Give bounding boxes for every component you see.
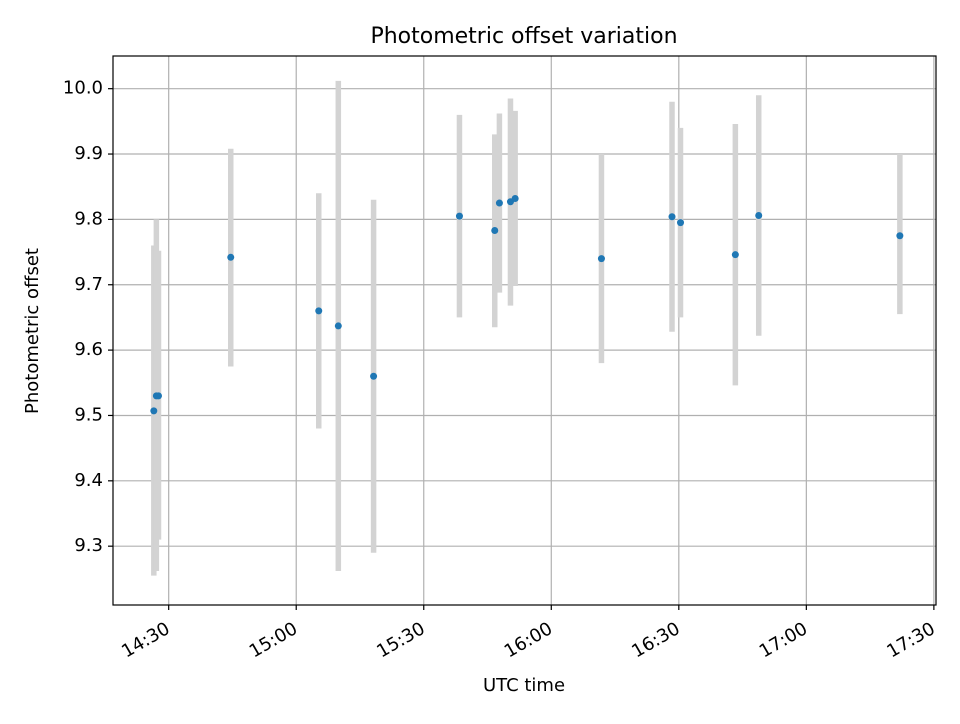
y-tick-label: 10.0: [63, 78, 103, 99]
axes-frame: [112, 55, 937, 606]
y-tick-label: 9.3: [74, 535, 103, 556]
x-tick-label: 16:00: [501, 618, 556, 662]
x-tick-label: 14:30: [118, 618, 173, 662]
x-tick-label: 15:30: [373, 618, 428, 662]
grid-lines: [113, 56, 936, 605]
y-tick-label: 9.7: [74, 274, 103, 295]
y-tick-label: 9.9: [74, 143, 103, 164]
data-point: [896, 232, 904, 240]
data-point: [511, 194, 519, 202]
x-axis-label: UTC time: [483, 675, 565, 696]
data-point: [491, 227, 499, 235]
data-point: [227, 253, 235, 261]
data-point: [334, 322, 342, 330]
data-point: [370, 372, 378, 380]
data-point: [668, 213, 676, 221]
y-tick-label: 9.5: [74, 404, 103, 425]
y-tick-label: 9.8: [74, 208, 103, 229]
x-tick-label: 17:30: [883, 618, 938, 662]
data-point: [154, 392, 162, 400]
error-bars: [151, 80, 903, 576]
data-point: [455, 212, 463, 220]
data-point: [150, 407, 158, 415]
x-tick-label: 16:30: [628, 618, 683, 662]
x-axis-ticks: 14:30 15:00 15:30 16:00 16:30 17:00 17:30: [118, 605, 939, 662]
x-tick-label: 17:00: [756, 618, 811, 662]
data-point: [755, 211, 763, 219]
x-tick-label: 15:00: [246, 618, 301, 662]
data-point: [677, 219, 685, 227]
data-point: [315, 307, 323, 315]
data-point: [731, 251, 739, 259]
data-points: [150, 194, 904, 415]
data-point: [495, 199, 503, 207]
y-axis-ticks: 9.3 9.4 9.5 9.6 9.7 9.8 9.9 10.0: [63, 78, 113, 556]
y-tick-label: 9.4: [74, 470, 103, 491]
y-axis-label: Photometric offset: [22, 248, 43, 414]
y-tick-label: 9.6: [74, 339, 103, 360]
data-point: [597, 255, 605, 263]
chart-title: Photometric offset variation: [370, 24, 677, 49]
